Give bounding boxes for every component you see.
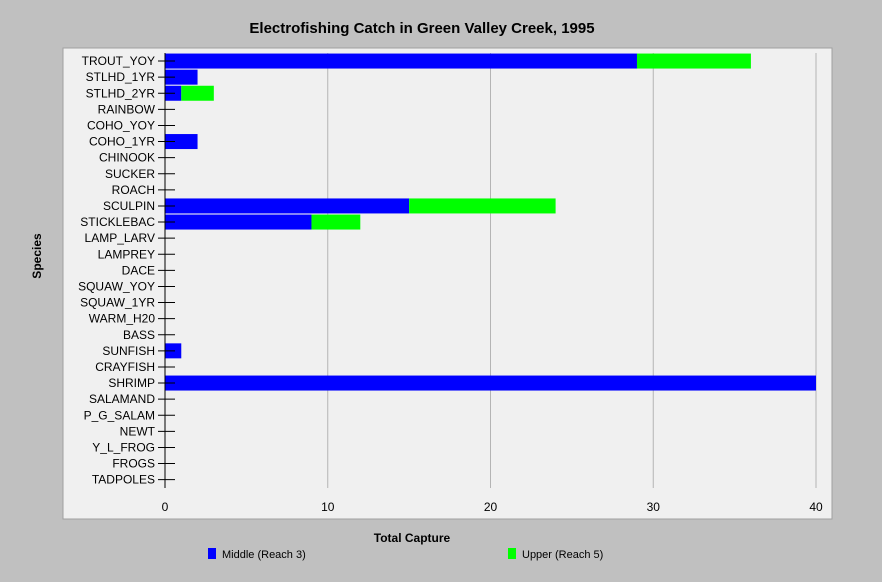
bar-upper [181, 85, 214, 101]
y-tick-label: LAMPREY [98, 247, 155, 261]
y-tick-label: SUCKER [105, 167, 155, 181]
y-tick-label: COHO_YOY [87, 118, 155, 132]
plot-area [62, 47, 833, 520]
y-tick-label: Y_L_FROG [92, 440, 155, 454]
y-tick-label: SALAMAND [89, 392, 155, 406]
y-tick-label: LAMP_LARV [85, 231, 155, 245]
bar-middle [165, 69, 198, 85]
bar-middle [165, 134, 198, 150]
legend-swatch-middle [208, 548, 216, 559]
bar-upper [311, 214, 361, 230]
y-tick-label: SQUAW_1YR [80, 296, 155, 310]
y-tick-label: DACE [122, 263, 155, 277]
y-tick-label: SQUAW_YOY [78, 279, 155, 293]
legend-label-upper: Upper (Reach 5) [522, 549, 603, 561]
y-tick-label: NEWT [120, 424, 156, 438]
y-tick-label: P_G_SALAM [84, 408, 155, 422]
x-tick-label: 40 [809, 500, 823, 514]
y-tick-label: TADPOLES [92, 473, 155, 487]
x-tick-label: 30 [647, 500, 661, 514]
y-axis-label: Species [30, 233, 44, 279]
y-tick-label: STLHD_2YR [86, 86, 156, 100]
y-axis-ticks: TROUT_YOY STLHD_1YR STLHD_2YR RAINBOW COHO_Y… [78, 54, 175, 487]
x-tick-label: 0 [162, 500, 169, 514]
y-tick-label: SUNFISH [102, 344, 155, 358]
y-tick-label: BASS [123, 328, 155, 342]
legend-label-middle: Middle (Reach 3) [222, 549, 306, 561]
bar-middle [165, 214, 312, 230]
y-tick-label: SHRIMP [108, 376, 155, 390]
grid-lines [327, 53, 817, 488]
bar-upper [409, 198, 556, 214]
x-axis-ticks: 0 10 20 30 40 [162, 500, 823, 514]
x-axis-label: Total Capture [374, 531, 451, 545]
y-tick-label: CRAYFISH [95, 360, 155, 374]
x-tick-label: 10 [321, 500, 335, 514]
bars [165, 53, 816, 391]
y-tick-label: CHINOOK [99, 151, 155, 165]
x-tick-label: 20 [484, 500, 498, 514]
bar-upper [636, 53, 751, 69]
y-tick-label: STICKLEBAC [80, 215, 155, 229]
bar-middle [165, 53, 637, 69]
y-tick-label: RAINBOW [98, 102, 156, 116]
y-tick-label: COHO_1YR [89, 135, 155, 149]
bar-middle [165, 375, 816, 391]
chart-title: Electrofishing Catch in Green Valley Cre… [249, 20, 594, 37]
y-tick-label: TROUT_YOY [82, 54, 155, 68]
y-tick-label: WARM_H20 [89, 312, 156, 326]
legend-swatch-upper [508, 548, 516, 559]
bar-middle [165, 198, 410, 214]
y-tick-label: STLHD_1YR [86, 70, 156, 84]
legend: Middle (Reach 3) Upper (Reach 5) [208, 548, 603, 561]
y-tick-label: SCULPIN [103, 199, 155, 213]
y-tick-label: ROACH [112, 183, 155, 197]
y-tick-label: FROGS [112, 457, 155, 471]
